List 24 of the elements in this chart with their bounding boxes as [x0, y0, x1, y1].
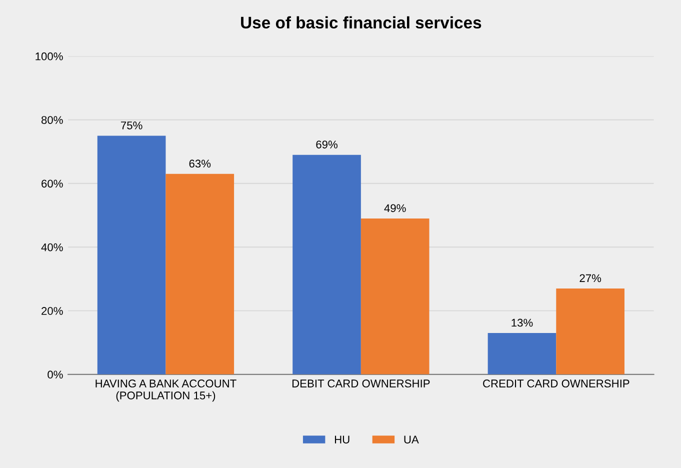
data-label: 13% — [512, 318, 533, 327]
y-tick-label: 20% — [42, 307, 63, 315]
data-label: 27% — [580, 274, 602, 282]
data-label: 69% — [316, 140, 338, 148]
legend-label: HU — [334, 436, 350, 444]
y-tick-label: 60% — [42, 180, 63, 188]
x-tick-label: DEBIT CARD OWNERSHIP — [292, 380, 430, 388]
bar — [166, 174, 234, 374]
legend-label: UA — [404, 436, 419, 444]
bar — [292, 154, 361, 374]
x-tick-label: CREDIT CARD OWNERSHIP — [483, 380, 630, 388]
bar — [360, 218, 430, 374]
bar — [97, 136, 166, 374]
y-tick-label: 0% — [48, 370, 63, 379]
y-tick-label: 80% — [41, 116, 63, 124]
data-label: 49% — [384, 204, 406, 212]
data-label: 63% — [189, 160, 211, 168]
bar — [556, 288, 624, 374]
x-tick-label: HAVING A BANK ACCOUNT (POPULATION 15+) — [96, 380, 236, 402]
bar — [488, 333, 556, 374]
y-tick-label: 100% — [36, 52, 63, 60]
chart-title: Use of basic financial services — [241, 16, 482, 29]
data-label: 75% — [120, 122, 142, 130]
y-tick-label: 40% — [41, 243, 63, 252]
